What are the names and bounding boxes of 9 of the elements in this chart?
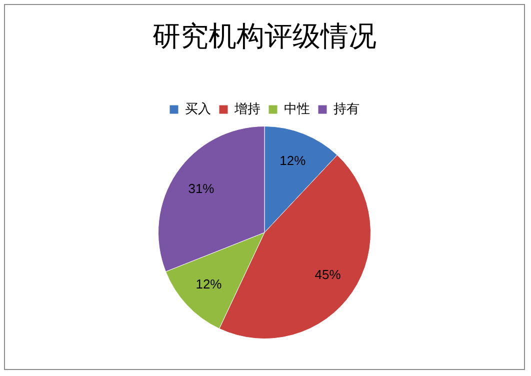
- legend-label: 买入: [185, 101, 211, 116]
- data-label: 12%: [280, 152, 306, 168]
- legend-label: 增持: [234, 101, 260, 116]
- data-label: 45%: [314, 267, 342, 282]
- data-label: 12%: [196, 276, 222, 292]
- data-label: 31%: [188, 181, 215, 196]
- chart-title: 研究机构评级情况: [152, 20, 376, 52]
- legend-label: 持有: [334, 101, 360, 116]
- legend-label: 中性: [284, 101, 310, 116]
